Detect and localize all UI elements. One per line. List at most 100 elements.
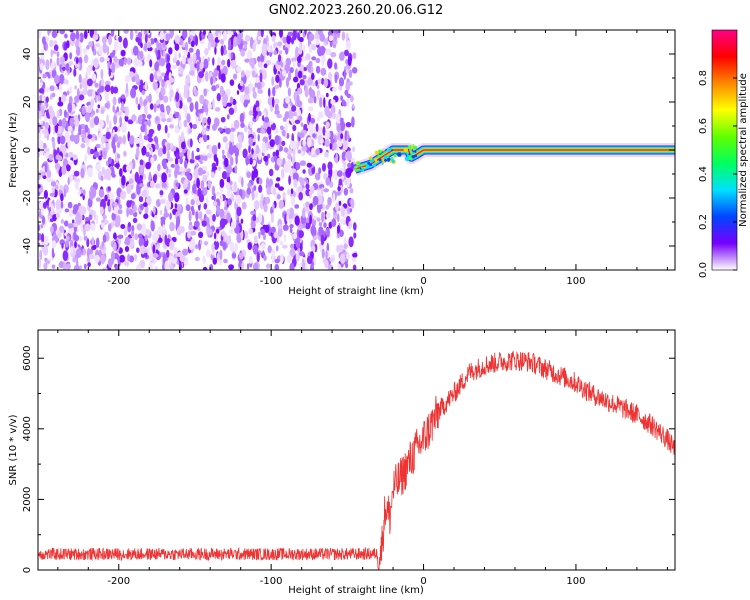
heatmap-cell [302,169,306,174]
heatmap-cell [318,94,325,99]
heatmap-cell [135,119,139,125]
heatmap-cell [51,247,55,258]
heatmap-cell [157,123,162,131]
heatmap-cell [315,65,321,74]
heatmap-cell [233,119,240,129]
heatmap-cell [302,187,307,196]
heatmap-cell [98,155,102,161]
heatmap-cell [265,59,272,66]
heatmap-cell [215,228,220,234]
heatmap-cell [59,185,64,191]
heatmap-cell [277,227,283,238]
heatmap-cell [281,168,285,179]
y-tick-label: -20 [22,190,33,206]
heatmap-cell [329,142,333,150]
heatmap-cell [153,103,157,113]
heatmap-cell [312,82,316,87]
heatmap-cell [312,133,316,138]
heatmap-cell [258,184,263,193]
heatmap-cell [224,157,229,168]
signal-speckle [357,161,361,165]
heatmap-cell [119,43,122,52]
heatmap-cell [311,245,316,253]
heatmap-cell [257,134,260,142]
heatmap-cell [228,235,232,244]
signal-speckle [382,149,385,152]
heatmap-cell [249,120,253,128]
heatmap-cell [73,235,80,242]
heatmap-cell [38,30,42,39]
heatmap-cell [255,144,260,155]
x-tick-label: 100 [566,276,585,287]
heatmap-cell [137,31,143,39]
heatmap-cell [207,228,213,236]
heatmap-cell [256,106,260,112]
heatmap-cell [92,244,97,250]
heatmap-cell [229,142,233,153]
heatmap-cell [329,257,335,262]
heatmap-cell [348,69,353,78]
heatmap-cell [100,175,104,181]
y-tick-label: 20 [22,96,33,109]
heatmap-cell [297,70,303,79]
heatmap-cell [241,177,244,188]
heatmap-cell [309,203,313,211]
heatmap-cell [198,108,204,115]
heatmap-cell [240,70,245,78]
heatmap-cell [283,147,289,153]
heatmap-cell [44,87,50,93]
heatmap-cell [221,171,228,180]
heatmap-cell [108,223,112,232]
heatmap-cell [224,206,228,211]
heatmap-cell [64,33,68,39]
heatmap-cell [269,139,275,148]
heatmap-cell [194,168,199,179]
heatmap-cell [98,132,103,139]
heatmap-cell [281,140,286,147]
heatmap-cell [127,253,131,262]
heatmap-cell [166,117,172,123]
heatmap-cell [144,81,148,91]
heatmap-cell [350,157,356,162]
colorbar: 0.0 0.2 0.4 0.6 0.8 Normalized spectral ampl… [698,29,749,278]
heatmap-cell [201,117,205,128]
heatmap-cell [304,220,311,230]
heatmap-cell [66,40,70,49]
heatmap-cell [223,258,228,264]
heatmap-cell [196,61,200,72]
signal-speckle [403,147,409,152]
x-tick-label: -100 [260,276,283,287]
heatmap-cell [139,183,144,188]
heatmap-cell [296,140,299,151]
heatmap-cell [156,243,160,250]
heatmap-cell [243,231,249,239]
heatmap-cell [62,250,68,262]
signal-speckle [408,156,412,160]
heatmap-cell [38,170,41,181]
heatmap-cell [95,237,100,249]
heatmap-cell [73,115,79,121]
heatmap-cell [308,190,313,196]
colorbar-label: Normalized spectral amplitude [738,73,749,227]
heatmap-cell [160,251,164,258]
heatmap-cell [226,102,233,107]
signal-speckle [374,157,378,161]
heatmap-cell [285,57,292,66]
signal-speckle [391,149,393,151]
heatmap-cell [124,246,130,252]
heatmap-cell [203,88,207,97]
heatmap-cell [274,84,280,90]
heatmap-cell [207,116,212,126]
heatmap-cell [184,50,188,56]
heatmap-cell [165,33,171,41]
heatmap-cell [235,155,238,165]
heatmap-cell [174,192,180,203]
heatmap-cell [220,194,224,203]
heatmap-cell [70,245,74,255]
heatmap-cell [98,45,103,56]
heatmap-cell [236,232,242,244]
heatmap-cell [190,199,195,206]
heatmap-cell [98,188,105,198]
heatmap-cell [244,58,250,63]
